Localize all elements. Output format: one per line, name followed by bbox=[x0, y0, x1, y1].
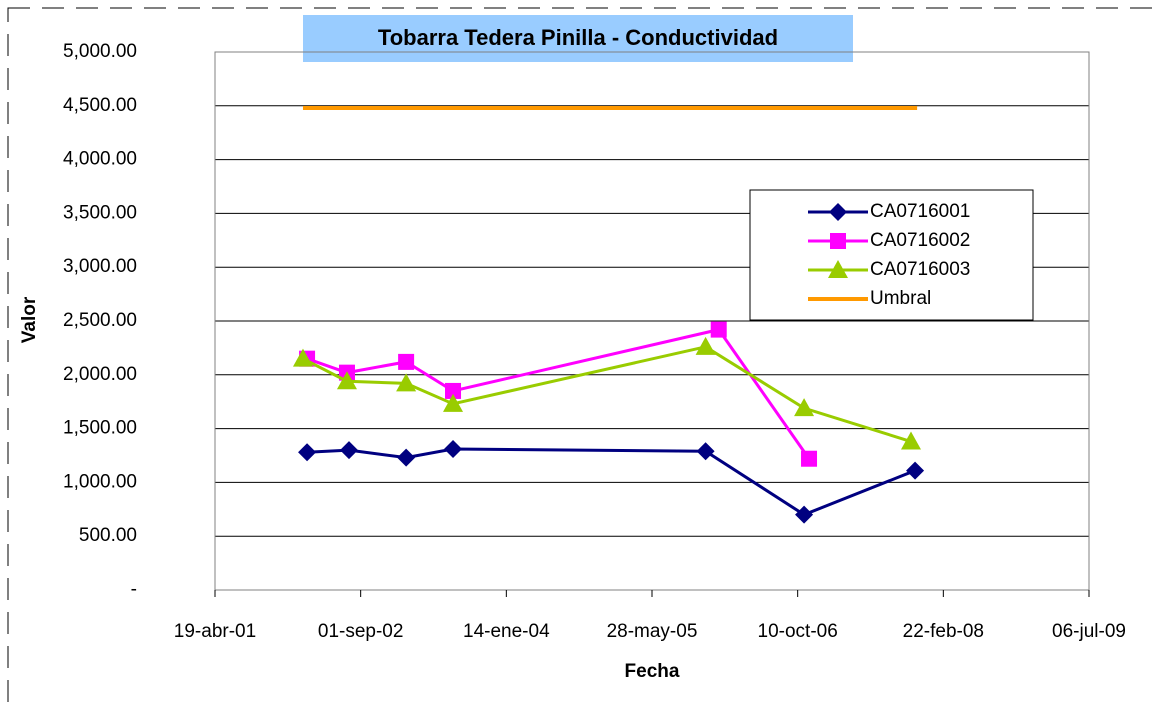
y-axis-label: Valor bbox=[19, 296, 40, 343]
frame bbox=[7, 7, 1162, 704]
marker bbox=[795, 505, 814, 524]
legend-label: CA0716002 bbox=[870, 230, 970, 251]
series-line bbox=[306, 447, 916, 517]
x-tick-label: 19-abr-01 bbox=[174, 621, 256, 642]
y-tick-label: 2,000.00 bbox=[63, 364, 137, 385]
x-tick-label: 06-jul-09 bbox=[1052, 621, 1126, 642]
y-tick-label: - bbox=[131, 579, 137, 600]
y-tick-label: 4,000.00 bbox=[63, 149, 137, 170]
legend-box bbox=[749, 189, 1034, 321]
marker bbox=[906, 461, 925, 480]
marker bbox=[396, 373, 417, 392]
marker bbox=[829, 203, 847, 221]
y-tick-label: 3,500.00 bbox=[63, 202, 137, 223]
marker bbox=[801, 450, 818, 467]
x-tick-label: 28-may-05 bbox=[607, 621, 698, 642]
marker bbox=[336, 371, 357, 390]
legend-label: Umbral bbox=[870, 288, 931, 309]
legend-label: CA0716003 bbox=[870, 259, 970, 280]
x-tick-label: 01-sep-02 bbox=[318, 621, 404, 642]
marker bbox=[444, 440, 463, 459]
x-tick-label: 10-oct-06 bbox=[758, 621, 838, 642]
marker bbox=[794, 398, 815, 417]
marker bbox=[445, 382, 462, 399]
marker bbox=[710, 321, 727, 338]
y-tick-label: 500.00 bbox=[79, 525, 137, 546]
x-tick-label: 14-ene-04 bbox=[463, 621, 550, 642]
x-tick-label: 22-feb-08 bbox=[903, 621, 984, 642]
y-tick-label: 2,500.00 bbox=[63, 310, 137, 331]
y-tick-label: 1,500.00 bbox=[63, 418, 137, 439]
y-tick-label: 1,000.00 bbox=[63, 471, 137, 492]
marker bbox=[398, 353, 415, 370]
marker bbox=[900, 431, 921, 450]
series-line bbox=[302, 345, 912, 443]
series-line bbox=[306, 327, 811, 460]
legend-label: CA0716001 bbox=[870, 201, 970, 222]
marker bbox=[340, 441, 359, 460]
marker bbox=[292, 348, 313, 367]
marker bbox=[397, 448, 416, 467]
chart-title: Tobarra Tedera Pinilla - Conductividad bbox=[378, 25, 778, 50]
marker bbox=[443, 393, 464, 412]
title-box bbox=[303, 15, 853, 62]
marker bbox=[298, 443, 317, 462]
y-tick-label: 3,000.00 bbox=[63, 256, 137, 277]
marker bbox=[695, 336, 716, 355]
marker bbox=[696, 442, 715, 461]
marker bbox=[830, 233, 846, 249]
marker bbox=[828, 260, 848, 278]
y-tick-label: 4,500.00 bbox=[63, 95, 137, 116]
x-axis-label: Fecha bbox=[625, 661, 680, 682]
y-tick-label: 5,000.00 bbox=[63, 41, 137, 62]
